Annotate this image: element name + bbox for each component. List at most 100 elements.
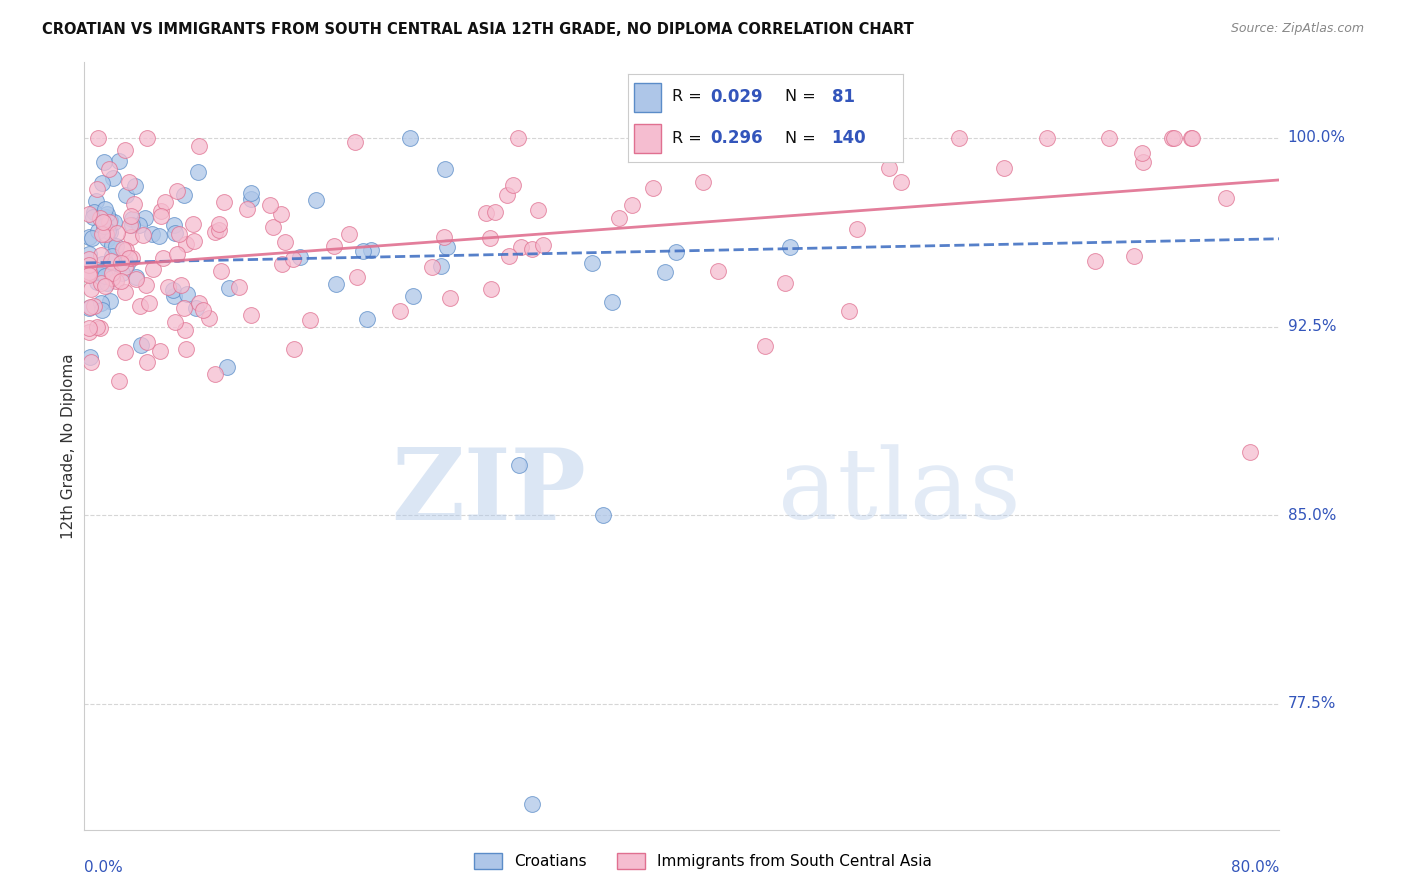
- Point: [141, 227, 163, 242]
- Point: [420, 260, 443, 275]
- Point: [77, 301, 100, 316]
- Point: [98, 213, 121, 227]
- Point: [114, 260, 136, 274]
- Point: [208, 223, 231, 237]
- Point: [1084, 253, 1107, 268]
- Point: [600, 295, 623, 310]
- Point: [135, 131, 157, 145]
- Point: [1239, 445, 1261, 459]
- Legend: Croatians, Immigrants from South Central Asia: Croatians, Immigrants from South Central…: [468, 847, 938, 875]
- Point: [118, 251, 141, 265]
- Point: [90, 265, 112, 279]
- Point: [239, 308, 262, 322]
- Point: [138, 296, 160, 310]
- Point: [149, 343, 172, 358]
- Point: [114, 244, 136, 258]
- Point: [77, 267, 100, 281]
- Point: [149, 203, 172, 218]
- Point: [520, 797, 543, 812]
- Point: [479, 282, 502, 296]
- Point: [79, 265, 101, 279]
- Point: [165, 315, 187, 329]
- Point: [83, 299, 105, 313]
- Point: [135, 277, 157, 292]
- Point: [343, 135, 366, 149]
- Point: [846, 222, 869, 236]
- Point: [664, 244, 686, 259]
- Point: [94, 268, 117, 283]
- Point: [323, 239, 346, 253]
- Point: [506, 131, 529, 145]
- Point: [187, 164, 209, 178]
- Point: [581, 256, 603, 270]
- Point: [84, 194, 107, 208]
- Text: atlas: atlas: [778, 444, 1021, 540]
- Point: [401, 289, 423, 303]
- Point: [79, 300, 101, 314]
- Point: [706, 263, 728, 277]
- Point: [495, 188, 517, 202]
- Point: [181, 218, 204, 232]
- Point: [692, 176, 714, 190]
- Point: [94, 279, 117, 293]
- Point: [877, 161, 900, 176]
- Point: [104, 274, 127, 288]
- Point: [77, 246, 100, 260]
- Point: [91, 215, 114, 229]
- Point: [162, 284, 184, 298]
- Point: [90, 296, 112, 310]
- Point: [838, 304, 860, 318]
- Point: [754, 339, 776, 353]
- Point: [228, 280, 250, 294]
- Point: [77, 264, 100, 278]
- Point: [114, 285, 136, 300]
- Point: [498, 249, 520, 263]
- Point: [1180, 131, 1202, 145]
- Point: [157, 280, 180, 294]
- Point: [108, 374, 131, 388]
- Point: [325, 277, 347, 291]
- Point: [890, 176, 912, 190]
- Point: [167, 227, 190, 242]
- Point: [236, 202, 259, 216]
- Point: [82, 266, 104, 280]
- Point: [779, 240, 801, 254]
- Point: [163, 219, 186, 233]
- Point: [283, 342, 305, 356]
- Point: [90, 302, 112, 317]
- Point: [259, 198, 281, 212]
- Point: [360, 243, 382, 257]
- Point: [77, 268, 100, 283]
- Point: [204, 225, 226, 239]
- Point: [1036, 131, 1059, 145]
- Point: [356, 311, 378, 326]
- Point: [150, 209, 173, 223]
- Point: [775, 277, 797, 291]
- Point: [98, 225, 121, 239]
- Point: [262, 219, 284, 234]
- Point: [129, 299, 152, 313]
- Text: 92.5%: 92.5%: [1288, 319, 1336, 334]
- Point: [174, 237, 197, 252]
- Point: [163, 289, 186, 303]
- Point: [112, 242, 135, 256]
- Point: [592, 508, 614, 523]
- Point: [1132, 155, 1154, 169]
- Point: [125, 272, 148, 286]
- Point: [94, 202, 117, 216]
- Point: [166, 247, 188, 261]
- Point: [433, 230, 456, 244]
- Point: [100, 266, 122, 280]
- Point: [105, 226, 128, 240]
- Point: [86, 319, 108, 334]
- Point: [643, 181, 665, 195]
- Point: [77, 230, 100, 244]
- Point: [208, 217, 231, 231]
- Point: [193, 302, 215, 317]
- Text: CROATIAN VS IMMIGRANTS FROM SOUTH CENTRAL ASIA 12TH GRADE, NO DIPLOMA CORRELATIO: CROATIAN VS IMMIGRANTS FROM SOUTH CENTRA…: [42, 22, 914, 37]
- Point: [93, 154, 115, 169]
- Point: [1180, 131, 1202, 145]
- Point: [183, 235, 205, 249]
- Point: [96, 232, 118, 246]
- Point: [766, 131, 789, 145]
